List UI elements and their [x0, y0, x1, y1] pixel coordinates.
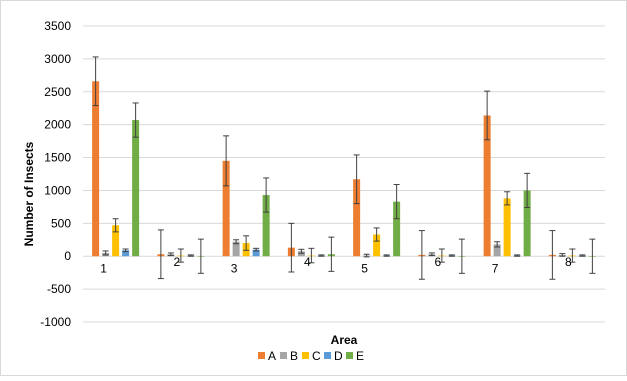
bar-E-7 — [523, 190, 531, 257]
y-axis-title: Number of Insects — [22, 141, 36, 246]
x-tick-label: 8 — [565, 255, 572, 269]
x-tick-label: 6 — [435, 255, 442, 269]
x-tick-label: 7 — [492, 262, 499, 276]
legend-swatch-C — [302, 352, 309, 359]
bar-C-1 — [112, 225, 120, 257]
bar-A-1 — [92, 81, 100, 257]
bar-E-1 — [132, 120, 140, 257]
x-axis-title: Area — [331, 333, 358, 347]
error-bars — [92, 56, 596, 280]
y-tick-label: 0 — [64, 249, 71, 263]
y-tick-label: 3000 — [44, 52, 71, 66]
bar-B-7 — [493, 244, 501, 257]
bar-C-7 — [503, 198, 511, 257]
y-tick-label: 2500 — [44, 85, 71, 99]
y-tick-label: 3500 — [44, 19, 71, 33]
bar-B-3 — [232, 241, 240, 257]
legend-swatch-E — [346, 352, 353, 359]
x-tick-label: 4 — [304, 255, 311, 269]
bar-C-5 — [373, 234, 381, 257]
x-axis-ticks: 1 2 3 4 5 6 7 8 — [100, 255, 572, 276]
bars — [92, 81, 596, 257]
legend-swatch-B — [280, 352, 287, 359]
bar-A-3 — [222, 160, 230, 257]
y-tick-label: 2000 — [44, 118, 71, 132]
legend-label-D: D — [334, 349, 343, 363]
legend-label-C: C — [312, 349, 321, 363]
bar-D-1 — [122, 250, 130, 257]
y-tick-label: -500 — [47, 282, 71, 296]
bar-E-5 — [393, 201, 401, 257]
x-tick-label: 3 — [231, 262, 238, 276]
legend-label-B: B — [290, 349, 298, 363]
x-tick-label: 5 — [361, 262, 368, 276]
gridlines — [83, 25, 605, 323]
bar-A-5 — [353, 179, 361, 257]
legend-swatch-D — [324, 352, 331, 359]
y-tick-label: -1000 — [40, 315, 71, 329]
bar-E-3 — [262, 195, 270, 257]
x-tick-label: 2 — [174, 255, 181, 269]
y-tick-label: 1000 — [44, 183, 71, 197]
y-tick-label: 1500 — [44, 151, 71, 165]
legend-swatch-A — [258, 352, 265, 359]
bar-D-3 — [252, 249, 260, 257]
legend-label-A: A — [268, 349, 276, 363]
y-tick-label: 500 — [51, 216, 71, 230]
bar-A-7 — [483, 115, 491, 257]
legend-label-E: E — [356, 349, 364, 363]
x-tick-label: 1 — [100, 262, 107, 276]
y-axis-ticks: -1000 -500 0 500 1000 1500 2000 2500 3000 3500 — [40, 19, 71, 329]
